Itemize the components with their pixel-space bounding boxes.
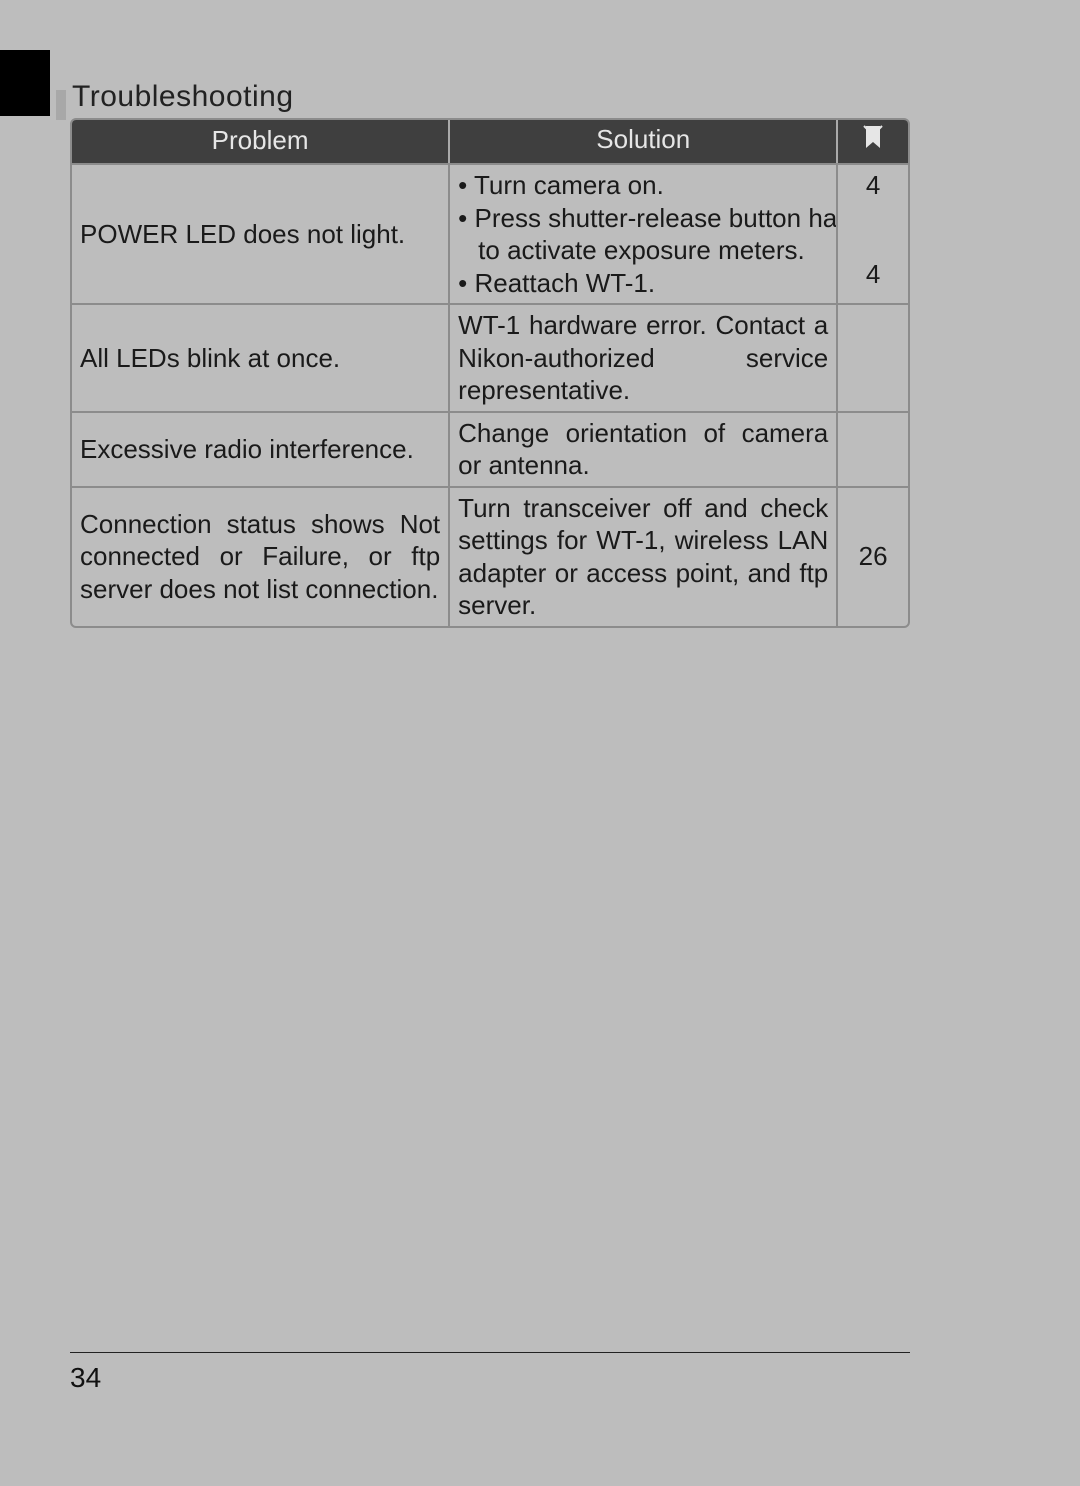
troubleshooting-table: Problem Solution POWER LED does not ligh…: [70, 118, 910, 628]
page-title: Troubleshooting: [72, 80, 294, 114]
page-ref: 4: [866, 258, 880, 291]
bullet-item: • Turn camera on.: [458, 169, 828, 202]
cell-page: 4 4: [838, 165, 908, 303]
table-row: Connection status shows Not connected or…: [72, 486, 908, 626]
cell-solution: • Turn camera on. • Press shutter-releas…: [450, 165, 838, 303]
col-header-problem: Problem: [72, 120, 450, 163]
col-header-ref: [838, 120, 908, 163]
table-header: Problem Solution: [72, 120, 908, 163]
cell-solution: Turn transceiver off and check settings …: [450, 488, 838, 626]
cell-problem: Connection status shows Not connected or…: [72, 488, 450, 626]
bullet-item: to activate exposure meters.: [458, 234, 828, 267]
footer-divider: [70, 1352, 910, 1353]
bullet-item: • Press shutter-release button halfway: [458, 202, 828, 235]
title-marker: [56, 90, 66, 120]
cell-problem: All LEDs blink at once.: [72, 305, 450, 411]
cell-solution: WT-1 hardware error. Contact a Nikon-aut…: [450, 305, 838, 411]
cell-problem: Excessive radio interference.: [72, 413, 450, 486]
cell-solution: Change orientation of camera or antenna.: [450, 413, 838, 486]
bookmark-icon: [862, 124, 884, 157]
cell-page: [838, 413, 908, 486]
page-ref: 4: [866, 169, 880, 202]
page-number: 34: [70, 1362, 101, 1394]
cell-problem: POWER LED does not light.: [72, 165, 450, 303]
table-row: All LEDs blink at once. WT-1 hardware er…: [72, 303, 908, 411]
bullet-item: • Reattach WT-1.: [458, 267, 828, 300]
side-tab: [0, 50, 50, 116]
table-row: Excessive radio interference. Change ori…: [72, 411, 908, 486]
col-header-solution: Solution: [450, 120, 838, 163]
cell-page: 26: [838, 488, 908, 626]
table-row: POWER LED does not light. • Turn camera …: [72, 163, 908, 303]
cell-page: [838, 305, 908, 411]
